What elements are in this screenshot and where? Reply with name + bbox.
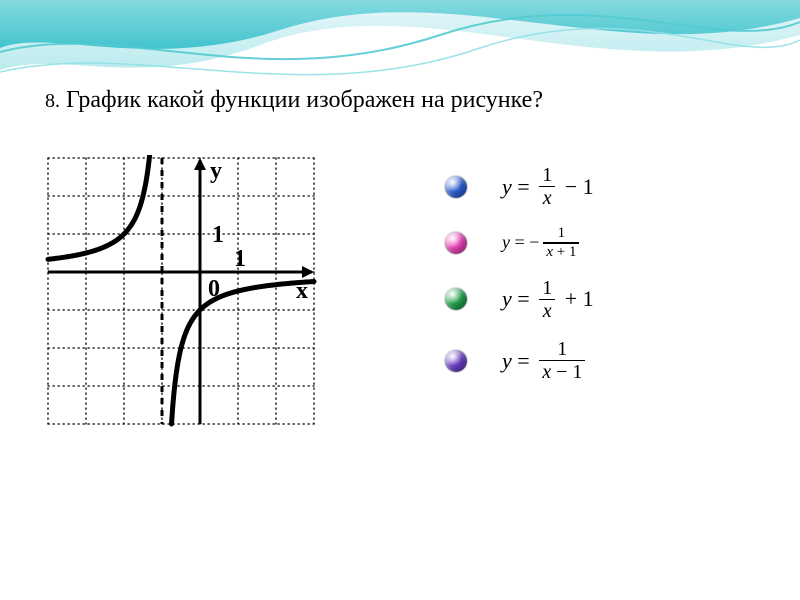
- option-bullet-1: [445, 176, 467, 198]
- answer-option-1[interactable]: y = 1x − 1: [445, 165, 775, 208]
- svg-text:x: x: [296, 278, 308, 304]
- wave-background: [0, 0, 800, 160]
- svg-text:y: y: [210, 158, 222, 184]
- option-formula-1: y = 1x − 1: [502, 165, 594, 208]
- option-bullet-4: [445, 350, 467, 372]
- question-text: 8. График какой функции изображен на рис…: [45, 85, 605, 115]
- svg-text:1: 1: [212, 222, 224, 248]
- answer-option-3[interactable]: y = 1x + 1: [445, 278, 775, 321]
- option-formula-3: y = 1x + 1: [502, 278, 594, 321]
- answer-options: y = 1x − 1 y = − 1x + 1 y = 1x + 1 y = 1x −…: [445, 165, 775, 400]
- answer-option-4[interactable]: y = 1x − 1: [445, 339, 775, 382]
- option-formula-2: y = − 1x + 1: [502, 226, 583, 259]
- answer-option-2[interactable]: y = − 1x + 1: [445, 226, 775, 259]
- option-bullet-2: [445, 232, 467, 254]
- question-body: График какой функции изображен на рисунк…: [66, 87, 543, 113]
- svg-text:0: 0: [208, 276, 220, 302]
- svg-text:1: 1: [234, 246, 246, 272]
- option-formula-4: y = 1x − 1: [502, 339, 589, 382]
- question-number: 8.: [45, 90, 60, 112]
- graph-figure: yx110: [45, 155, 317, 427]
- option-bullet-3: [445, 288, 467, 310]
